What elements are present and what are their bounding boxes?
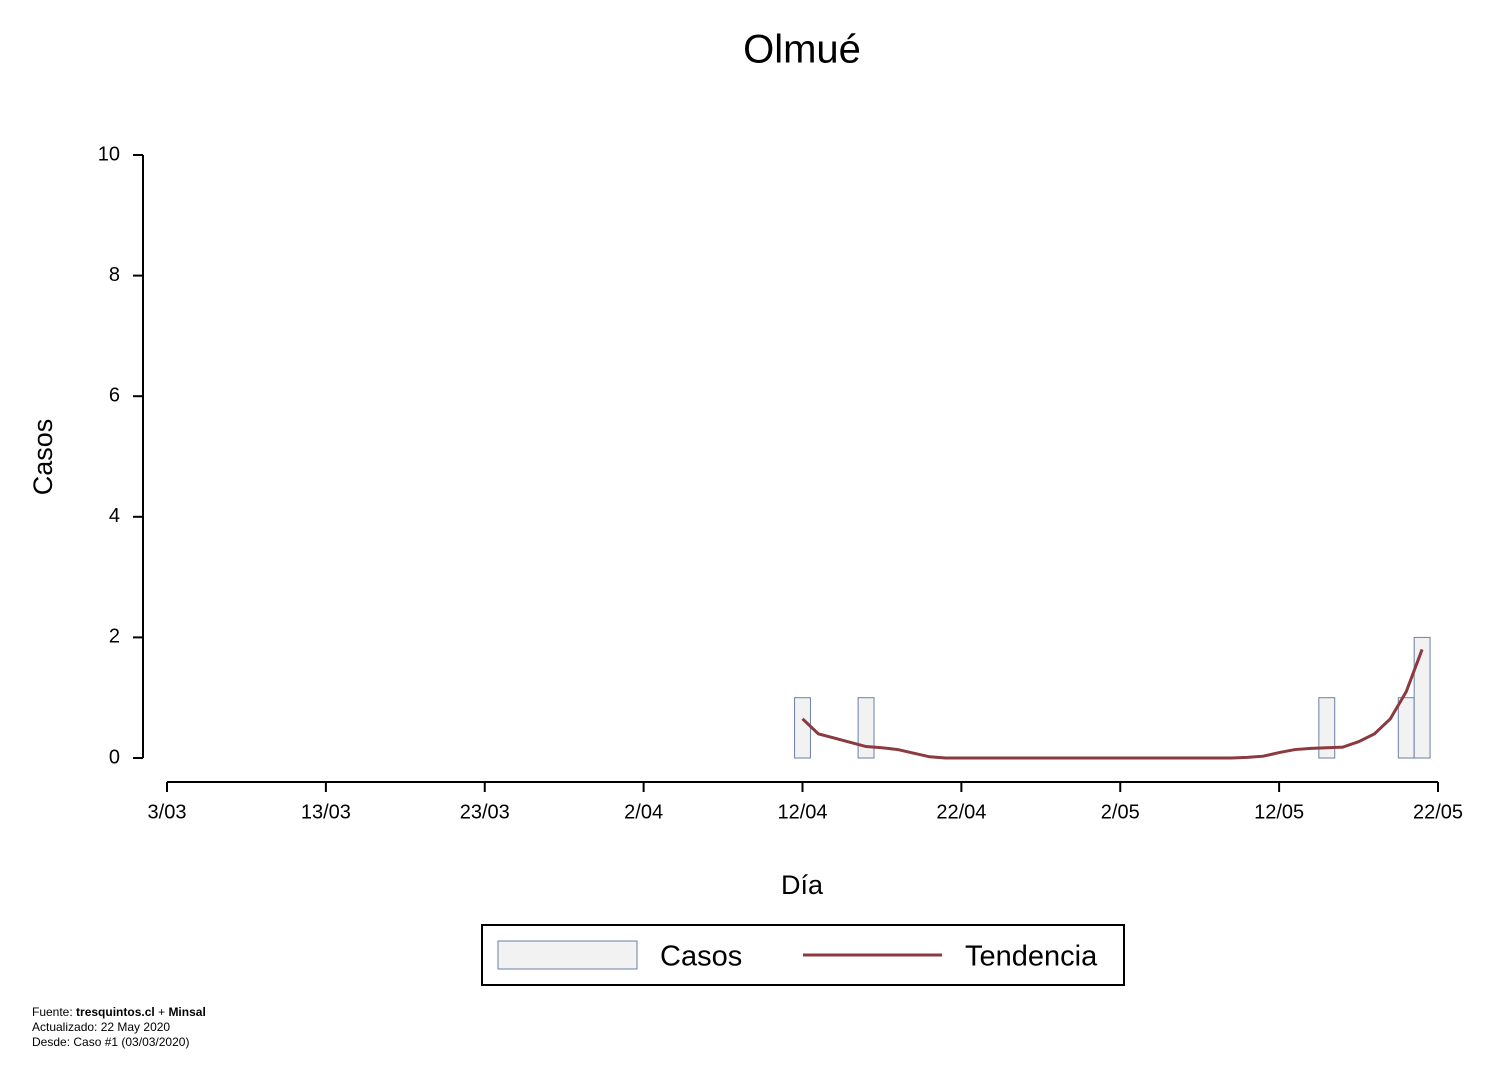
legend-label: Tendencia	[965, 941, 1098, 973]
footer-text: +	[158, 1005, 165, 1019]
y-axis-label: Casos	[28, 419, 58, 496]
footer-text: tresquintos.cl	[76, 1005, 155, 1019]
chart-title: Olmué	[743, 28, 861, 72]
footer-text: Minsal	[168, 1005, 205, 1019]
bar	[1413, 636, 1431, 759]
bar	[857, 697, 875, 759]
footer-source: Fuente: tresquintos.cl + Minsal	[32, 1005, 206, 1019]
x-tick-label: 3/03	[148, 801, 187, 823]
y-tick-label: 0	[109, 746, 120, 768]
y-tick-label: 2	[109, 626, 120, 648]
y-tick-label: 4	[109, 505, 120, 527]
x-tick-label: 22/05	[1413, 801, 1463, 823]
x-tick-label: 23/03	[460, 801, 510, 823]
legend-label: Casos	[660, 941, 742, 973]
y-tick-label: 10	[98, 143, 120, 165]
x-tick-label: 2/04	[624, 801, 663, 823]
footer-text: Fuente:	[32, 1005, 73, 1019]
x-tick-label: 22/04	[936, 801, 986, 823]
bar	[794, 697, 811, 759]
footer-since: Desde: Caso #1 (03/03/2020)	[32, 1035, 189, 1049]
bar	[1397, 697, 1415, 759]
trend-line	[801, 648, 1424, 760]
footer-updated: Actualizado: 22 May 2020	[32, 1020, 170, 1034]
x-tick-label: 13/03	[301, 801, 351, 823]
legend-swatch	[497, 940, 638, 970]
x-tick-label: 12/04	[777, 801, 827, 823]
y-tick-label: 8	[109, 264, 120, 286]
x-tick-label: 12/05	[1254, 801, 1304, 823]
x-tick-label: 2/05	[1101, 801, 1140, 823]
y-tick-label: 6	[109, 384, 120, 406]
bar	[1318, 697, 1336, 759]
x-axis-label: Día	[781, 870, 824, 900]
